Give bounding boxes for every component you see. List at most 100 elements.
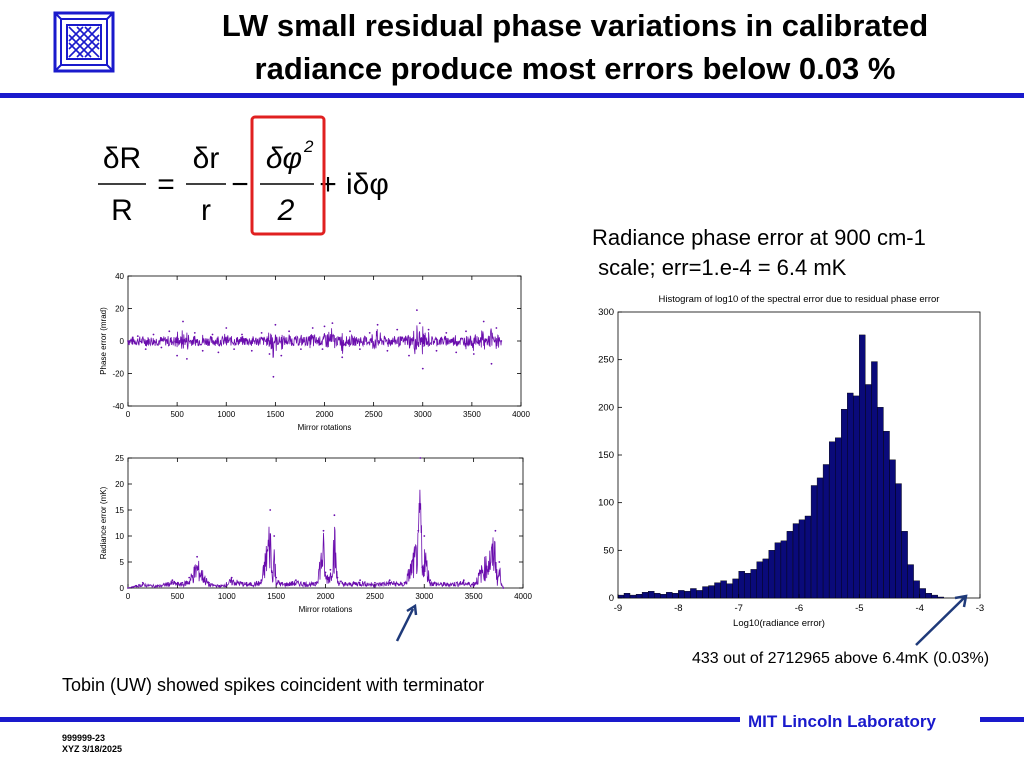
- x-tick-label: 1500: [266, 410, 284, 419]
- histogram-bar: [635, 594, 643, 599]
- y-tick-label: 20: [115, 480, 124, 489]
- data-point: [220, 584, 223, 587]
- data-point: [490, 362, 493, 365]
- data-point: [374, 581, 376, 584]
- data-point: [421, 566, 424, 569]
- y-tick-label: 10: [115, 532, 124, 541]
- histogram-bar: [690, 588, 697, 599]
- data-point: [427, 328, 430, 331]
- terminator-note: Tobin (UW) showed spikes coincident with…: [62, 675, 485, 695]
- data-point: [341, 356, 344, 359]
- histogram-bar: [786, 531, 794, 599]
- histogram-bar: [859, 334, 866, 599]
- phase-error-equation: δR R = δr r − δφ 2 2 + iδφ: [98, 115, 389, 236]
- title-line-1: LW small residual phase variations in ca…: [221, 8, 929, 43]
- data-point: [321, 348, 324, 350]
- data-point: [300, 348, 302, 350]
- data-point: [445, 332, 448, 334]
- histogram-bar: [792, 523, 800, 599]
- data-point: [368, 332, 371, 334]
- data-point: [482, 320, 485, 323]
- y-tick-label: 40: [115, 272, 124, 281]
- data-point: [186, 358, 188, 360]
- data-trace: [127, 325, 502, 358]
- data-point: [311, 327, 314, 329]
- data-point: [193, 332, 196, 334]
- data-point: [333, 514, 336, 517]
- histogram-bar: [768, 550, 776, 599]
- data-point: [322, 529, 325, 532]
- data-point: [160, 346, 163, 349]
- data-point: [250, 349, 253, 352]
- slide-id: 999999-23 XYZ 3/18/2025: [62, 733, 122, 755]
- data-point: [141, 581, 144, 584]
- x-tick-label: 3000: [414, 410, 432, 419]
- x-tick-label: 2500: [366, 592, 384, 601]
- data-point: [171, 579, 174, 582]
- arrow-icon: [395, 603, 418, 642]
- data-point: [176, 354, 178, 357]
- data-point: [260, 579, 263, 582]
- x-tick-label: -5: [855, 603, 863, 614]
- data-point: [423, 535, 426, 537]
- x-tick-label: 4000: [512, 410, 530, 419]
- histogram-bar: [702, 586, 709, 599]
- data-point: [443, 581, 445, 584]
- histogram-bar: [810, 485, 818, 599]
- histogram-bar: [889, 459, 896, 599]
- x-tick-label: -8: [674, 603, 682, 614]
- y-tick-label: 250: [598, 355, 614, 366]
- histogram-bar: [672, 593, 679, 599]
- x-tick-label: 500: [170, 410, 184, 419]
- histogram-bar: [937, 596, 944, 599]
- y-tick-label: 300: [598, 307, 614, 318]
- x-tick-label: -7: [734, 603, 742, 614]
- lab-name: MIT Lincoln Laboratory: [748, 712, 936, 731]
- data-point: [429, 579, 432, 582]
- data-point: [329, 568, 332, 571]
- x-tick-label: -6: [795, 603, 803, 614]
- histogram-bar: [629, 594, 637, 599]
- histogram-bar: [648, 591, 655, 599]
- histogram-bar: [871, 361, 878, 599]
- data-point: [435, 349, 438, 352]
- x-tick-label: 2000: [316, 410, 334, 419]
- data-point: [336, 576, 339, 579]
- histogram-bar: [641, 592, 649, 599]
- y-tick-label: 0: [609, 593, 614, 604]
- data-point: [465, 330, 467, 333]
- histogram-bar: [865, 384, 872, 599]
- y-tick-label: -40: [112, 402, 124, 411]
- histogram-bar: [666, 592, 673, 599]
- data-point: [472, 581, 475, 584]
- data-point: [269, 509, 272, 511]
- data-point: [211, 333, 214, 336]
- data-point: [421, 367, 424, 370]
- data-point: [376, 323, 379, 326]
- data-point: [260, 332, 263, 334]
- histogram-bar: [877, 407, 884, 599]
- radiance-error-chart: 0 500 1000 1500 2000 2500 3000 3500 4000 0 5 10 15 20…: [99, 454, 532, 614]
- eq-lhs-denominator: R: [111, 194, 133, 227]
- caption-line-1: Radiance phase error at 900 cm-1: [592, 225, 926, 250]
- x-tick-label: -4: [915, 603, 923, 614]
- data-point: [152, 333, 155, 336]
- histogram-bar: [732, 578, 739, 599]
- histogram-bar: [931, 594, 938, 599]
- y-axis-label: Radiance error (mK): [99, 486, 108, 559]
- histogram-bar: [623, 593, 631, 599]
- data-point: [408, 354, 410, 357]
- histogram-bar: [883, 430, 890, 599]
- histogram-bar: [816, 477, 824, 599]
- data-point: [196, 555, 198, 558]
- data-point: [495, 327, 498, 329]
- histogram-bar: [780, 540, 788, 599]
- data-point: [271, 571, 274, 574]
- histogram-bar: [822, 464, 830, 599]
- data-point: [136, 335, 139, 337]
- x-tick-label: 2500: [365, 410, 383, 419]
- x-axis-label: Mirror rotations: [299, 605, 353, 614]
- data-point: [416, 309, 418, 311]
- slide-title: LW small residual phase variations in ca…: [150, 4, 1000, 90]
- data-point: [349, 330, 351, 333]
